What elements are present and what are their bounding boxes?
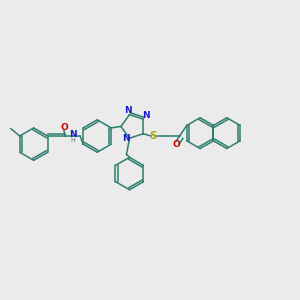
Text: H: H [70,138,75,143]
Text: S: S [149,131,157,141]
Text: N: N [122,134,130,143]
Text: N: N [124,106,132,115]
Text: O: O [172,140,180,149]
Text: O: O [60,123,68,132]
Text: N: N [69,130,76,139]
Text: N: N [142,111,149,120]
